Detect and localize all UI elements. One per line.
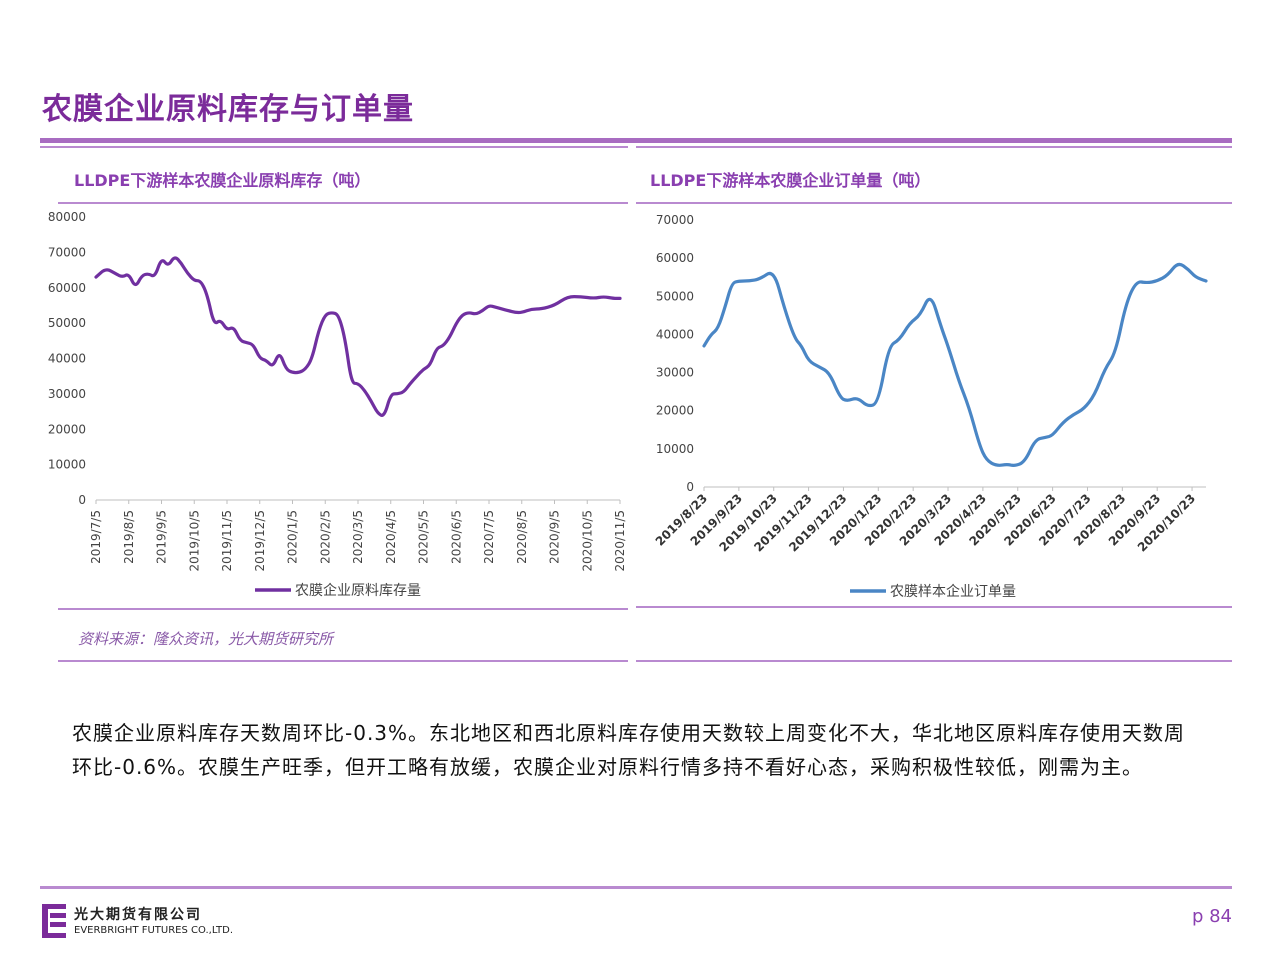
y-tick-label: 10000 xyxy=(48,458,86,472)
inventory-line-chart: 0 10000 20000 30000 40000 50000 60000 70000 8000… xyxy=(48,210,627,599)
right-chart-bottom-rule xyxy=(636,606,1232,608)
x-tick-label: 2020/3/5 xyxy=(351,510,365,564)
left-chart-bottom-rule xyxy=(58,608,628,610)
x-tick-label: 2019/7/5 xyxy=(89,510,103,564)
left-panel-top-rule xyxy=(40,146,628,148)
x-tick-label: 2019/10/5 xyxy=(187,510,201,572)
left-title-rule xyxy=(58,202,628,204)
y-tick-label: 40000 xyxy=(48,352,86,366)
legend-label: 农膜样本企业订单量 xyxy=(890,583,1016,600)
x-tick-label: 2019/11/5 xyxy=(220,510,234,572)
legend-label: 农膜企业原料库存量 xyxy=(295,582,421,599)
y-tick-label: 50000 xyxy=(656,289,694,303)
x-tick-label: 2020/4/5 xyxy=(384,510,398,564)
y-tick-label: 20000 xyxy=(48,422,86,436)
y-tick-label: 60000 xyxy=(656,251,694,265)
x-tick-label: 2020/9/5 xyxy=(548,510,562,564)
y-tick-label: 40000 xyxy=(656,327,694,341)
left-chart-title: LLDPE下游样本农膜企业原料库存（吨） xyxy=(74,171,371,190)
right-source-bottom-rule xyxy=(636,660,1232,662)
x-tick-label: 2020/2/5 xyxy=(318,510,332,564)
y-tick-label: 20000 xyxy=(656,404,694,418)
y-tick-label: 0 xyxy=(78,493,86,507)
right-chart-title: LLDPE下游样本农膜企业订单量（吨） xyxy=(650,171,931,190)
x-tick-label: 2020/5/5 xyxy=(417,510,431,564)
title-divider xyxy=(40,138,1232,143)
right-panel-top-rule xyxy=(636,146,1232,148)
x-tick-label: 2019/9/5 xyxy=(155,510,169,564)
y-tick-label: 70000 xyxy=(656,213,694,227)
source-note: 资料来源：隆众资讯，光大期货研究所 xyxy=(78,630,334,648)
series-line xyxy=(94,256,622,417)
y-tick-label: 30000 xyxy=(656,366,694,380)
orders-line-chart: 0100002000030000400005000060000700002019… xyxy=(653,213,1208,600)
everbright-logo-icon xyxy=(42,904,66,938)
company-name-en: EVERBRIGHT FUTURES CO.,LTD. xyxy=(74,925,234,936)
x-tick-label: 2019/8/5 xyxy=(122,510,136,564)
x-tick-label: 2020/11/5 xyxy=(613,510,627,572)
y-tick-label: 60000 xyxy=(48,281,86,295)
footer-divider xyxy=(40,886,1232,889)
right-title-rule xyxy=(636,202,1232,204)
body-paragraph: 农膜企业原料库存天数周环比-0.3%。东北地区和西北原料库存使用天数较上周变化不… xyxy=(72,721,1186,779)
x-tick-label: 2020/8/5 xyxy=(515,510,529,564)
series-line xyxy=(702,262,1208,467)
x-tick-label: 2020/10/5 xyxy=(580,510,594,572)
company-name-cn: 光大期货有限公司 xyxy=(74,907,202,923)
x-tick-label: 2020/6/5 xyxy=(449,510,463,564)
left-source-bottom-rule xyxy=(58,660,628,662)
y-tick-label: 70000 xyxy=(48,245,86,259)
y-tick-label: 80000 xyxy=(48,210,86,224)
y-tick-label: 50000 xyxy=(48,316,86,330)
y-tick-label: 10000 xyxy=(656,442,694,456)
x-tick-label: 2020/7/5 xyxy=(482,510,496,564)
x-tick-label: 2019/12/5 xyxy=(253,510,267,572)
page-title: 农膜企业原料库存与订单量 xyxy=(42,92,414,127)
page-number: p 84 xyxy=(1191,906,1232,927)
x-tick-label: 2020/1/5 xyxy=(286,510,300,564)
y-tick-label: 30000 xyxy=(48,387,86,401)
y-tick-label: 0 xyxy=(686,480,694,494)
